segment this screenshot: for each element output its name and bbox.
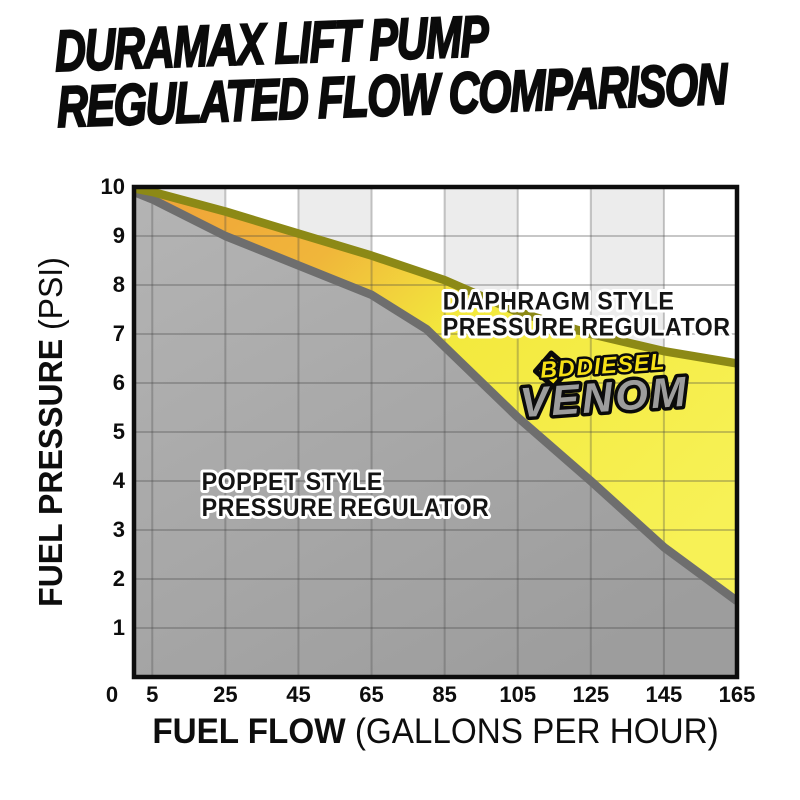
- x-axis-title: FUEL FLOW (GALLONS PER HOUR): [152, 712, 718, 751]
- x-tick-label: 125: [572, 682, 609, 707]
- x-tick-label: 145: [646, 682, 683, 707]
- x-tick-label: 85: [432, 682, 456, 707]
- origin-tick-label: 0: [106, 682, 118, 707]
- diaphragm-label-line-2: PRESSURE REGULATOR: [443, 314, 731, 342]
- x-tick-label: 45: [286, 682, 310, 707]
- y-axis-title: FUEL PRESSURE (PSI): [33, 257, 70, 607]
- x-tick-label: 165: [719, 682, 756, 707]
- plot-border: [131, 184, 740, 680]
- x-tick-label: 65: [359, 682, 383, 707]
- y-tick-label: 6: [113, 370, 125, 395]
- diaphragm-label-line-1: DIAPHRAGM STYLE: [443, 288, 675, 316]
- y-tick-label: 4: [113, 468, 126, 493]
- y-tick-label: 9: [113, 223, 125, 248]
- poppet-label-line-2: PRESSURE REGULATOR: [202, 494, 490, 522]
- diaphragm-line: [134, 187, 737, 368]
- page-title: DURAMAX LIFT PUMP REGULATED FLOW COMPARI…: [53, 1, 728, 141]
- logo-bd-text: BD: [539, 354, 576, 382]
- x-tick-label: 105: [499, 682, 536, 707]
- plot-border-rect: [131, 184, 740, 680]
- poppet-area: [134, 191, 737, 677]
- series-areas: [134, 188, 737, 677]
- poppet-label-line-1: POPPET STYLE: [202, 468, 383, 496]
- y-tick-label: 5: [113, 419, 125, 444]
- y-tick-label: 2: [113, 566, 125, 591]
- series-lines: [134, 187, 737, 605]
- y-tick-label: 7: [113, 321, 125, 346]
- poppet-line: [134, 187, 737, 605]
- y-tick-label: 10: [101, 174, 125, 199]
- logo-diamond: [532, 350, 572, 390]
- y-tick-label: 1: [113, 615, 125, 640]
- x-tick-label: 25: [213, 682, 237, 707]
- y-tick-label: 3: [113, 517, 125, 542]
- y-tick-label: 8: [113, 272, 125, 297]
- x-tick-label: 5: [146, 682, 158, 707]
